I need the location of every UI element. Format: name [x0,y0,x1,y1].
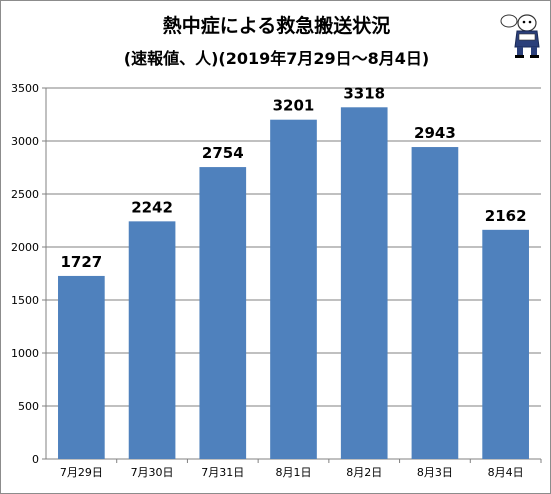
x-tick-label: 8月3日 [417,466,453,479]
y-tick-label: 0 [32,453,39,466]
x-tick-label: 7月30日 [131,466,174,479]
mascot-character-icon [500,14,540,58]
bar [270,119,317,459]
chart-subtitle: (速報値、人)(2019年7月29日～8月4日) [123,49,430,68]
bar [128,221,176,459]
data-label: 2943 [414,124,456,142]
bar [411,147,459,460]
bar [199,167,247,460]
bar [482,229,529,459]
x-tick-label: 8月2日 [346,466,382,479]
y-tick-label: 3500 [11,82,39,95]
y-tick-label: 2500 [11,188,39,201]
y-tick-label: 1000 [11,347,39,360]
chart-title: 熱中症による救急搬送状況 [162,15,391,37]
x-tick-label: 7月31日 [201,466,244,479]
y-tick-label: 2000 [11,241,39,254]
data-label: 2162 [485,207,527,225]
y-tick-label: 1500 [11,294,39,307]
y-tick-label: 500 [18,400,39,413]
data-label: 3201 [273,97,315,115]
data-label: 3318 [343,84,385,102]
x-tick-label: 7月29日 [60,466,103,479]
data-label: 2754 [202,144,244,162]
bar [340,107,388,460]
bar [58,275,105,459]
x-tick-label: 8月1日 [276,466,312,479]
y-tick-label: 3000 [11,135,39,148]
data-label: 1727 [60,253,102,271]
x-tick-label: 8月4日 [488,466,524,479]
data-label: 2242 [131,198,173,216]
